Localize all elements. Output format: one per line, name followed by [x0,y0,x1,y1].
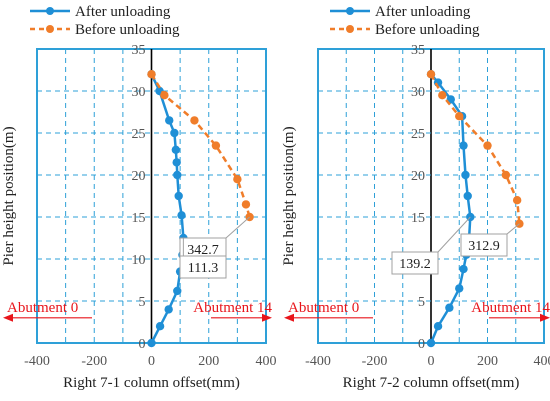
chart-left: 0 5 10 15 20 25 30 35 -400 -200 0 200 400 Right 7-1 c… [1,43,277,391]
callout-leader [506,223,520,235]
y-tick-label: 5 [139,295,146,310]
series-before-point [211,141,221,150]
y-tick-label: 0 [418,337,425,352]
abutment-right-label: Abutment 14 [471,300,550,316]
abutment-left-arrowhead [3,313,13,322]
y-tick-label: 25 [411,127,425,142]
series-before-point [512,196,522,205]
legend-after-marker [46,7,54,15]
series-after-point [170,128,179,138]
y-tick-label: 35 [132,43,146,58]
abutment-left-label: Abutment 0 [7,300,78,316]
callout-box [460,233,508,257]
abutment-right-arrowhead [540,313,550,322]
y-tick-label: 15 [132,211,146,226]
y-tick-label: 20 [411,169,425,184]
x-tick-label: 400 [256,354,277,369]
series-after-point [164,305,173,314]
y-tick-label: 0 [139,337,146,352]
legend-after-label: After unloading [75,4,171,20]
legend-before-label: Before unloading [75,22,180,38]
series-before-point [455,112,464,121]
series-before-point [160,91,169,100]
series-after-line [150,73,185,344]
x-tick-label: 200 [198,354,219,369]
series-before-point [501,170,511,180]
y-tick-label: 20 [132,169,146,184]
series-after-point [173,170,182,180]
series-after-point [147,338,156,348]
legend-before-marker-2 [346,25,354,33]
y-tick-label: 25 [132,127,146,142]
y-tick-label: 10 [132,253,146,268]
series-before-point [190,116,199,125]
y-tick-label: 30 [132,85,146,100]
callout-box [179,255,227,279]
legend-before-marker [46,25,54,33]
x-tick-label: 0 [428,354,435,369]
legend-after-marker-2 [346,7,354,15]
abutment-right-label: Abutment 14 [193,300,272,316]
y-tick-label: 15 [411,211,425,226]
series-after-point [459,141,468,150]
callout-value: 312.9 [468,239,500,254]
abutment-left-arrowhead [284,313,294,322]
series-after-point [174,191,183,201]
series-after-point [433,322,443,331]
series-after-point [173,286,182,296]
callout-box [391,251,439,275]
series-before-point [147,70,156,79]
legend-after-label-2: After unloading [375,4,471,20]
abutment-right-arrowhead [262,313,272,322]
series-after-point [177,211,186,220]
abutment-left-label: Abutment 0 [288,300,359,316]
series-after-point [172,158,181,167]
series-before-point [438,91,447,100]
x-tick-label: 400 [534,354,550,369]
x-axis-label: Right 7-1 column offset(mm) [63,375,240,391]
series-before-point [233,175,242,184]
y-tick-label: 35 [411,43,425,58]
series-after-point [461,170,470,180]
series-after-point [165,116,174,125]
series-after-point [459,264,468,274]
callout-value: 139.2 [399,257,431,272]
series-before-point [483,141,492,150]
x-tick-label: 200 [477,354,498,369]
y-axis-label: Pier height position(m) [1,126,17,265]
x-tick-label: -400 [305,354,331,369]
y-tick-label: 30 [411,85,425,100]
series-after-point [155,322,165,331]
series-before-point [426,70,436,79]
series-after-point [426,338,436,348]
series-after-point [463,191,472,201]
callout-value: 111.3 [188,261,218,276]
y-axis-label: Pier height position(m) [281,126,297,265]
callout-leader [225,216,250,239]
x-tick-label: -400 [24,354,50,369]
x-tick-label: -200 [362,354,388,369]
legend-before-label-2: Before unloading [375,22,480,38]
y-tick-label: 5 [418,295,425,310]
x-axis-label: Right 7-2 column offset(mm) [343,375,520,391]
x-tick-label: -200 [81,354,107,369]
series-before-point [241,200,251,209]
x-tick-label: 0 [148,354,155,369]
legend: After unloading Before unloading After u… [30,4,480,38]
callout-leader [437,216,471,253]
callout-value: 342.7 [187,243,219,258]
series-after-point [455,284,464,293]
series-after-point [171,145,181,154]
series-after-point [445,303,454,312]
